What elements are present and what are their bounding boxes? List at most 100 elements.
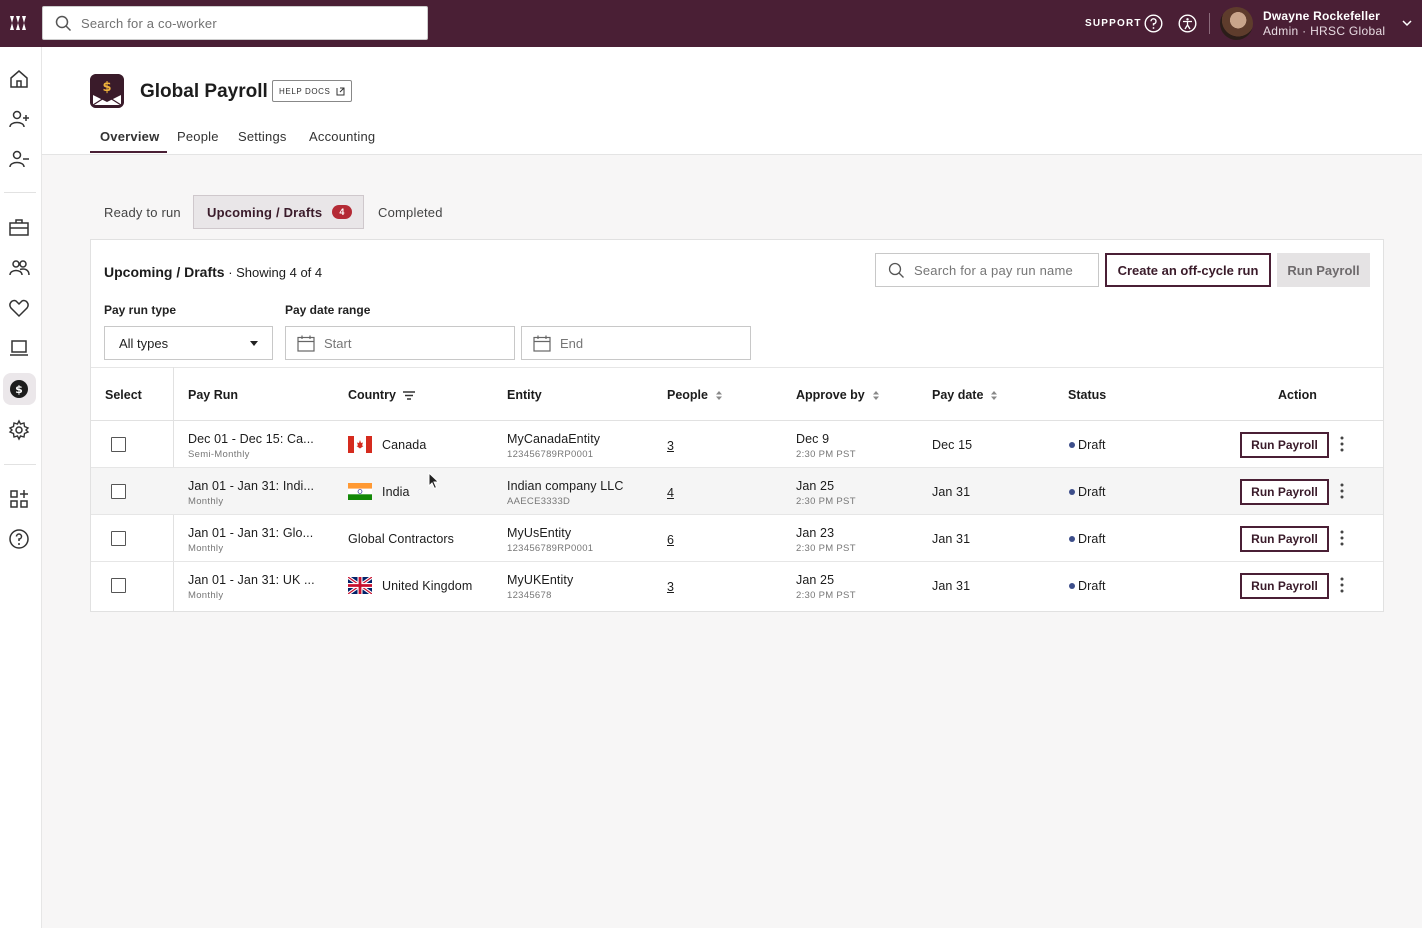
approve-time: 2:30 PM PST xyxy=(796,449,856,460)
user-name[interactable]: Dwayne Rockefeller xyxy=(1263,9,1380,23)
pay-run-search-placeholder: Search for a pay run name xyxy=(914,262,1073,278)
people-count-link[interactable]: 3 xyxy=(667,580,674,594)
avatar[interactable] xyxy=(1220,7,1253,40)
status-dot xyxy=(1069,442,1075,448)
pay-run-frequency: Monthly xyxy=(188,496,224,507)
apps-icon[interactable] xyxy=(8,488,30,510)
people-count-link[interactable]: 4 xyxy=(667,486,674,500)
pay-run-frequency: Semi-Monthly xyxy=(188,449,250,460)
help-icon[interactable] xyxy=(8,528,30,550)
card-title-count: · Showing 4 of 4 xyxy=(224,265,323,280)
tab-accounting[interactable]: Accounting xyxy=(309,129,376,144)
calendar-icon xyxy=(533,335,551,352)
pay-run-name[interactable]: Jan 01 - Jan 31: Glo... xyxy=(188,526,314,540)
row-checkbox[interactable] xyxy=(111,484,126,499)
payroll-icon[interactable]: $ xyxy=(8,378,30,400)
start-date-input[interactable]: Start xyxy=(285,326,515,360)
header-people[interactable]: People xyxy=(667,388,723,402)
home-icon[interactable] xyxy=(8,68,30,90)
approve-time: 2:30 PM PST xyxy=(796,496,856,507)
table-row[interactable]: Jan 01 - Jan 31: UK ... Monthly United K… xyxy=(91,562,1383,609)
pay-run-name[interactable]: Jan 01 - Jan 31: UK ... xyxy=(188,573,315,587)
end-date-input[interactable]: End xyxy=(521,326,751,360)
status-dot xyxy=(1069,583,1075,589)
add-user-icon[interactable] xyxy=(8,108,30,130)
header-approve-by[interactable]: Approve by xyxy=(796,388,880,402)
logo-icon[interactable] xyxy=(8,13,30,33)
table-row[interactable]: Jan 01 - Jan 31: Glo... Monthly Global C… xyxy=(91,515,1383,562)
subtab-upcoming-label: Upcoming / Drafts xyxy=(207,204,323,220)
coworker-search-input[interactable]: Search for a co-worker xyxy=(42,6,428,40)
svg-text:$: $ xyxy=(102,80,111,95)
support-link[interactable]: SUPPORT xyxy=(1085,18,1142,29)
subtab-completed[interactable]: Completed xyxy=(378,195,443,229)
country-name: United Kingdom xyxy=(382,579,473,593)
pay-runs-card: Upcoming / Drafts · Showing 4 of 4 Searc… xyxy=(90,239,1384,612)
row-run-payroll-button[interactable]: Run Payroll xyxy=(1240,573,1329,599)
tab-settings[interactable]: Settings xyxy=(238,129,287,144)
sort-icon[interactable] xyxy=(872,390,880,401)
approve-time: 2:30 PM PST xyxy=(796,590,856,601)
header-country[interactable]: Country xyxy=(348,388,415,402)
sort-icon[interactable] xyxy=(990,390,998,401)
canada-flag-icon xyxy=(348,436,372,453)
row-run-payroll-button[interactable]: Run Payroll xyxy=(1240,432,1329,458)
entity-name: Indian company LLC xyxy=(507,479,624,493)
entity-name: MyUsEntity xyxy=(507,526,572,540)
header-action: Action xyxy=(1278,388,1317,402)
accessibility-icon[interactable] xyxy=(1178,14,1197,33)
pay-run-search-input[interactable]: Search for a pay run name xyxy=(875,253,1099,287)
more-options-icon[interactable] xyxy=(1338,576,1346,594)
remove-user-icon[interactable] xyxy=(8,148,30,170)
tab-people[interactable]: People xyxy=(177,129,219,144)
create-off-cycle-run-button[interactable]: Create an off-cycle run xyxy=(1105,253,1271,287)
chevron-down-icon[interactable] xyxy=(1401,18,1413,28)
people-icon[interactable] xyxy=(8,257,30,279)
row-checkbox[interactable] xyxy=(111,437,126,452)
pay-run-name[interactable]: Jan 01 - Jan 31: Indi... xyxy=(188,479,315,493)
calendar-icon xyxy=(297,335,315,352)
header-select: Select xyxy=(105,388,142,402)
table-row[interactable]: Dec 01 - Dec 15: Ca... Semi-Monthly Cana… xyxy=(91,421,1383,468)
entity-name: MyCanadaEntity xyxy=(507,432,601,446)
filter-icon[interactable] xyxy=(402,390,415,400)
subtab-completed-label: Completed xyxy=(378,204,443,220)
help-icon[interactable] xyxy=(1144,14,1163,33)
sidebar-divider xyxy=(4,464,36,465)
more-options-icon[interactable] xyxy=(1338,482,1346,500)
pay-run-name[interactable]: Dec 01 - Dec 15: Ca... xyxy=(188,432,314,446)
more-options-icon[interactable] xyxy=(1338,529,1346,547)
svg-text:$: $ xyxy=(15,383,23,396)
row-run-payroll-button[interactable]: Run Payroll xyxy=(1240,479,1329,505)
sort-icon[interactable] xyxy=(715,390,723,401)
subtab-ready-label: Ready to run xyxy=(104,204,181,220)
people-count-link[interactable]: 6 xyxy=(667,533,674,547)
heart-icon[interactable] xyxy=(8,297,30,319)
country-name: India xyxy=(382,485,410,499)
row-run-payroll-button[interactable]: Run Payroll xyxy=(1240,526,1329,552)
table-row[interactable]: Jan 01 - Jan 31: Indi... Monthly India I… xyxy=(91,468,1383,515)
help-docs-link[interactable]: HELP DOCS xyxy=(272,80,352,102)
pay-run-type-select[interactable]: All types xyxy=(104,326,273,360)
pay-date: Jan 31 xyxy=(932,579,971,593)
end-date-placeholder: End xyxy=(560,335,584,351)
tab-overview[interactable]: Overview xyxy=(100,129,160,144)
row-checkbox[interactable] xyxy=(111,531,126,546)
gear-icon[interactable] xyxy=(8,419,30,441)
laptop-icon[interactable] xyxy=(8,337,30,359)
sidebar-divider xyxy=(4,192,36,193)
people-count-link[interactable]: 3 xyxy=(667,439,674,453)
subtab-ready-to-run[interactable]: Ready to run xyxy=(104,195,181,229)
row-checkbox[interactable] xyxy=(111,578,126,593)
status-badge: Draft xyxy=(1078,532,1106,546)
top-divider xyxy=(1209,13,1210,34)
briefcase-icon[interactable] xyxy=(8,216,30,238)
pay-run-type-label: Pay run type xyxy=(104,303,177,317)
run-payroll-button[interactable]: Run Payroll xyxy=(1277,253,1370,287)
more-options-icon[interactable] xyxy=(1338,435,1346,453)
pay-run-frequency: Monthly xyxy=(188,590,224,601)
entity-id: 123456789RP0001 xyxy=(507,543,594,554)
header-pay-date[interactable]: Pay date xyxy=(932,388,998,402)
entity-name: MyUKEntity xyxy=(507,573,574,587)
subtab-upcoming-drafts[interactable]: Upcoming / Drafts 4 xyxy=(193,195,364,229)
